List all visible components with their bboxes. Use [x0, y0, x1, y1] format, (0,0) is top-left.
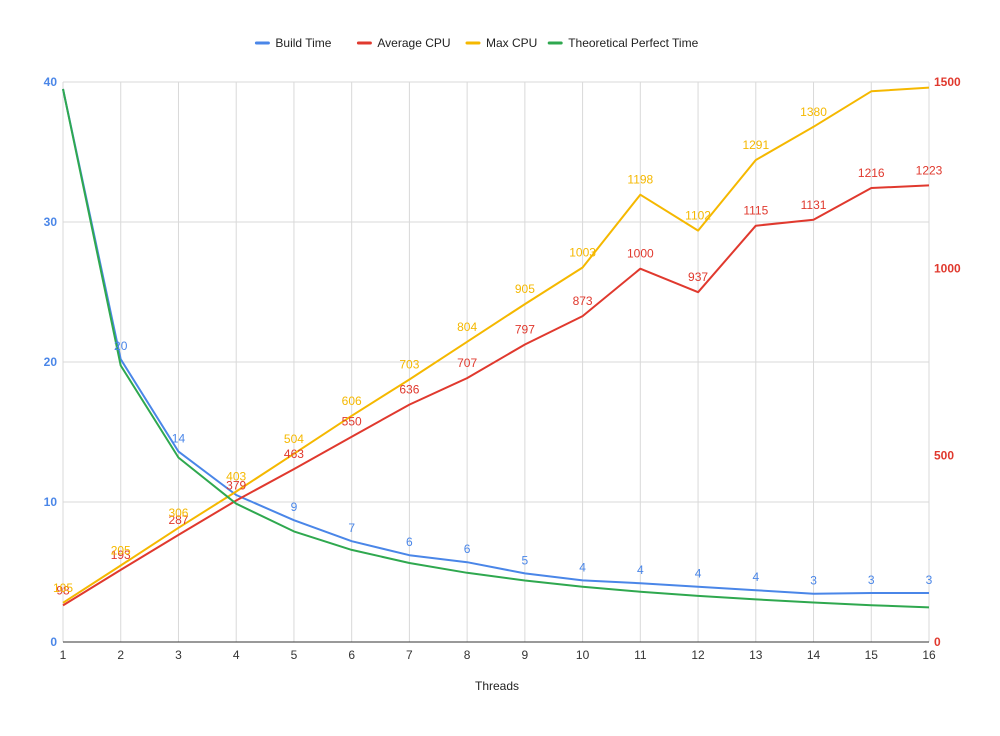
- y-left-tick-label: 20: [44, 355, 58, 369]
- y-left-tick-label: 10: [44, 495, 58, 509]
- data-label: 707: [457, 356, 477, 370]
- data-labels: 20 14 9 7 6 6 5 4 4 4 4 3 3 3 98 193 287 379 463 550 636 707 7…: [53, 105, 943, 598]
- data-label: 1102: [685, 209, 711, 223]
- x-axis-title: Threads: [475, 679, 519, 693]
- data-label: 1223: [916, 163, 943, 177]
- data-label: 1115: [743, 204, 768, 218]
- x-tick-label: 1: [60, 648, 67, 662]
- data-label: 403: [226, 470, 246, 484]
- data-label: 1000: [627, 247, 654, 261]
- data-label: 9: [291, 500, 298, 514]
- legend-label: Theoretical Perfect Time: [568, 36, 698, 50]
- data-label: 193: [111, 548, 131, 562]
- series-line-average-cpu: [62, 184, 930, 607]
- legend-item[interactable]: Average CPU: [356, 36, 451, 50]
- data-label: 703: [399, 358, 419, 372]
- data-label: 504: [284, 432, 304, 446]
- data-label: 3: [810, 574, 817, 588]
- data-label: 5: [522, 553, 529, 567]
- data-label: 804: [457, 320, 477, 334]
- y-left-tick-label: 40: [44, 75, 58, 89]
- x-tick-label: 5: [291, 648, 298, 662]
- data-label: 606: [342, 394, 362, 408]
- y-right-tick-label: 0: [934, 635, 941, 649]
- y-left-tick-label: 30: [44, 215, 58, 229]
- y-right-tick-label: 1000: [934, 262, 961, 276]
- data-label: 905: [515, 282, 535, 296]
- legend-label: Build Time: [275, 36, 331, 50]
- x-tick-label: 6: [348, 648, 355, 662]
- x-tick-label: 10: [576, 648, 590, 662]
- data-label: 306: [168, 506, 188, 520]
- data-label: 4: [637, 563, 644, 577]
- x-tick-label: 14: [807, 648, 821, 662]
- data-label: 287: [168, 513, 188, 527]
- legend-item[interactable]: Theoretical Perfect Time: [547, 36, 699, 50]
- data-label: 550: [342, 415, 362, 429]
- data-label: 6: [406, 535, 413, 549]
- y-left-tick-label: 0: [50, 635, 57, 649]
- data-label: 463: [284, 447, 304, 461]
- legend-item[interactable]: Build Time: [254, 36, 332, 50]
- x-tick-label: 2: [117, 648, 124, 662]
- data-label: 20: [114, 339, 128, 353]
- data-label: 873: [573, 294, 593, 308]
- data-label: 3: [926, 573, 933, 587]
- x-tick-label: 13: [749, 648, 763, 662]
- data-label: 3: [868, 573, 875, 587]
- data-label: 1291: [742, 138, 769, 152]
- data-label: 937: [688, 270, 708, 284]
- data-label: 797: [515, 322, 535, 336]
- data-label: 4: [579, 560, 586, 574]
- y-right-tick-label: 1500: [934, 75, 961, 89]
- data-label: 205: [111, 543, 131, 557]
- data-label: 4: [695, 567, 702, 581]
- data-label: 1380: [800, 105, 827, 119]
- data-label: 636: [399, 383, 419, 397]
- x-tick-label: 8: [464, 648, 471, 662]
- data-label: 1003: [569, 246, 596, 260]
- axes: 1 2 3 4 5 6 7 8 9 10 11 12 13 14 15 1601020304005001000…: [44, 75, 961, 662]
- x-tick-label: 4: [233, 648, 240, 662]
- data-label: 4: [752, 570, 759, 584]
- x-tick-label: 16: [922, 648, 936, 662]
- series-line-theoretical-perfect-time: [62, 88, 930, 609]
- x-tick-label: 12: [691, 648, 705, 662]
- y-right-tick-label: 500: [934, 448, 954, 462]
- data-label: 1131: [801, 198, 827, 212]
- data-label: 1216: [858, 166, 885, 180]
- data-label: 6: [464, 542, 471, 556]
- data-label: 105: [53, 581, 73, 595]
- data-label: 98: [56, 583, 70, 597]
- data-label: 7: [348, 521, 355, 535]
- x-tick-label: 11: [634, 648, 647, 662]
- legend: Build Time Average CPU Max CPU Theoretical …: [254, 36, 699, 50]
- series-line-max-cpu: [62, 86, 930, 604]
- series-line-build-time: [62, 88, 929, 595]
- data-label: 1198: [627, 173, 653, 187]
- x-tick-label: 15: [865, 648, 879, 662]
- legend-item[interactable]: Max CPU: [465, 36, 537, 50]
- legend-label: Average CPU: [377, 36, 450, 50]
- x-tick-label: 7: [406, 648, 413, 662]
- gridlines: [62, 81, 930, 643]
- x-tick-label: 9: [522, 648, 529, 662]
- x-tick-label: 3: [175, 648, 182, 662]
- data-label: 379: [226, 479, 246, 493]
- data-label: 14: [172, 432, 186, 446]
- legend-label: Max CPU: [486, 36, 537, 50]
- series-lines: [62, 86, 930, 609]
